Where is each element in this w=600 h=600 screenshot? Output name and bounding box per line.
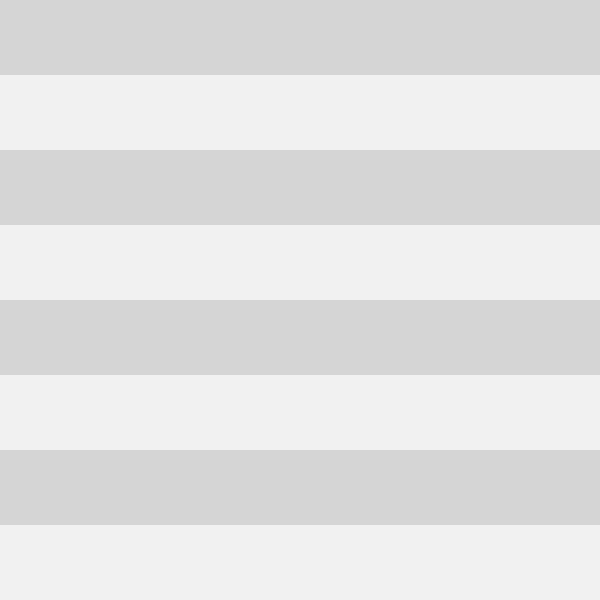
white-stripe — [0, 75, 600, 150]
gray-stripe — [0, 450, 600, 525]
white-stripe — [0, 375, 600, 450]
white-stripe — [0, 525, 600, 600]
gray-stripe — [0, 0, 600, 75]
white-stripe — [0, 225, 600, 300]
gray-stripe — [0, 150, 600, 225]
gray-stripe — [0, 300, 600, 375]
